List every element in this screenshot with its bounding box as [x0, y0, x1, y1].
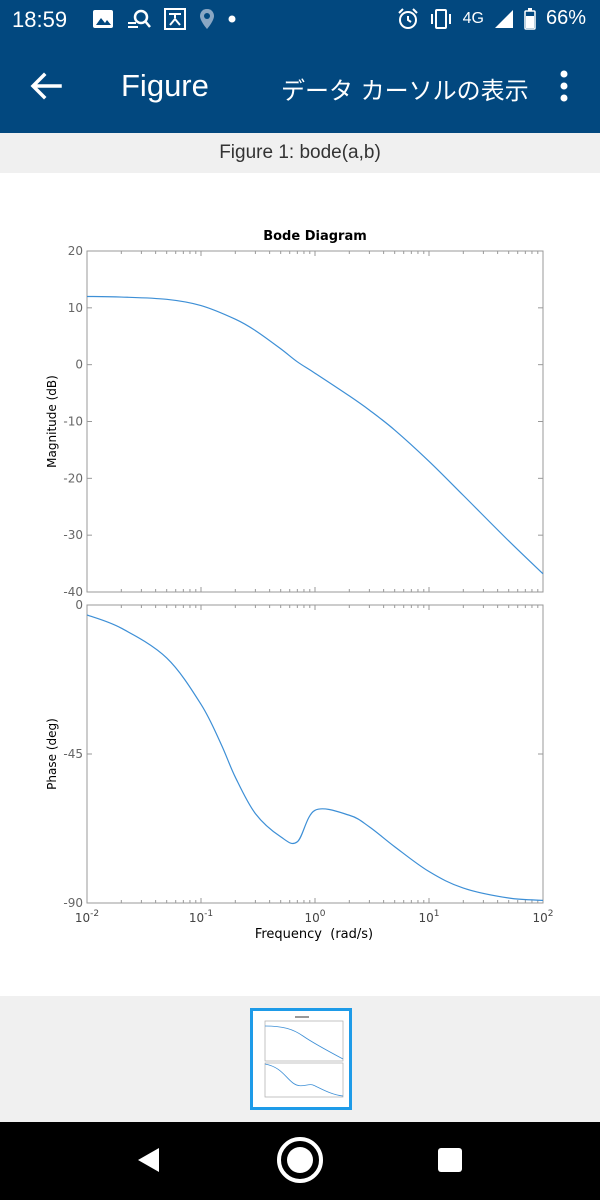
y-tick-label: -90: [63, 896, 83, 910]
x-tick-label: 101: [418, 909, 439, 925]
vibrate-icon: [430, 8, 451, 29]
thumbnail-preview: [264, 1016, 344, 1098]
signal-icon: [494, 9, 513, 28]
notification-icons: [92, 8, 236, 30]
search-sync-icon: [128, 9, 151, 28]
series-line: [86, 295, 544, 575]
y-tick-label: -45: [63, 747, 83, 761]
plot-area: Bode Diagram Frequency (rad/s) 20 10 0 -10-…: [0, 173, 600, 996]
y-tick-label: -40: [63, 585, 83, 599]
back-arrow-icon[interactable]: [28, 68, 64, 104]
system-icons: 4G 66%: [397, 7, 586, 30]
dot-icon: [228, 15, 236, 23]
x-tick-label: 102: [532, 909, 553, 925]
y-tick-label: -10: [63, 415, 83, 429]
y-tick-label: 0: [75, 598, 83, 612]
panel-1: 20 10 0 -10 -20 -30 -40 Magnitude (dB): [45, 244, 544, 599]
x-tick-label: 100: [304, 909, 325, 925]
location-icon: [200, 9, 214, 29]
x-tick-label: 10-1: [189, 909, 213, 925]
y-axis-label: Magnitude (dB): [45, 375, 59, 468]
panel-2: 0 -45 -90 Phase (deg): [45, 598, 544, 910]
page-title: Figure: [121, 68, 209, 103]
keyboard-input-icon: [164, 8, 186, 30]
y-tick-label: -20: [63, 471, 83, 485]
overflow-menu-icon[interactable]: [556, 68, 572, 104]
gallery-icon: [93, 10, 113, 28]
network-type: 4G: [462, 9, 484, 27]
y-tick-label: 20: [68, 244, 83, 258]
plot-frame: [86, 604, 544, 904]
battery-percent: 66%: [545, 7, 586, 29]
figure-thumbnail[interactable]: [250, 1008, 352, 1110]
nav-home-icon[interactable]: [276, 1136, 324, 1184]
app-bar: Figure データ カーソルの表示: [0, 40, 600, 133]
y-axis-label: Phase (deg): [45, 718, 59, 790]
data-cursor-button[interactable]: データ カーソルの表示: [281, 77, 529, 105]
status-bar: 18:59 4G 66%: [0, 0, 600, 40]
status-time: 18:59: [12, 7, 68, 32]
x-axis-label: Frequency (rad/s): [255, 927, 373, 942]
figure-label-bar: Figure 1: bode(a,b): [0, 133, 600, 173]
alarm-icon: [397, 7, 418, 29]
nav-back-icon[interactable]: [135, 1146, 161, 1174]
y-tick-label: -30: [63, 528, 83, 542]
y-tick-label: 0: [75, 358, 83, 372]
series-line: [86, 614, 544, 901]
chart-title: Bode Diagram: [263, 229, 367, 244]
figure-label: Figure 1: bode(a,b): [219, 142, 381, 163]
y-tick-label: 10: [68, 301, 83, 315]
thumbnail-strip: [0, 996, 600, 1122]
x-tick-label: 10-2: [75, 909, 99, 925]
plot-frame: [86, 250, 544, 593]
bode-chart: Bode Diagram Frequency (rad/s) 20100-10-…: [45, 229, 554, 942]
nav-bar: [0, 1122, 600, 1200]
nav-recents-icon[interactable]: [437, 1147, 463, 1173]
battery-icon: [524, 7, 536, 30]
